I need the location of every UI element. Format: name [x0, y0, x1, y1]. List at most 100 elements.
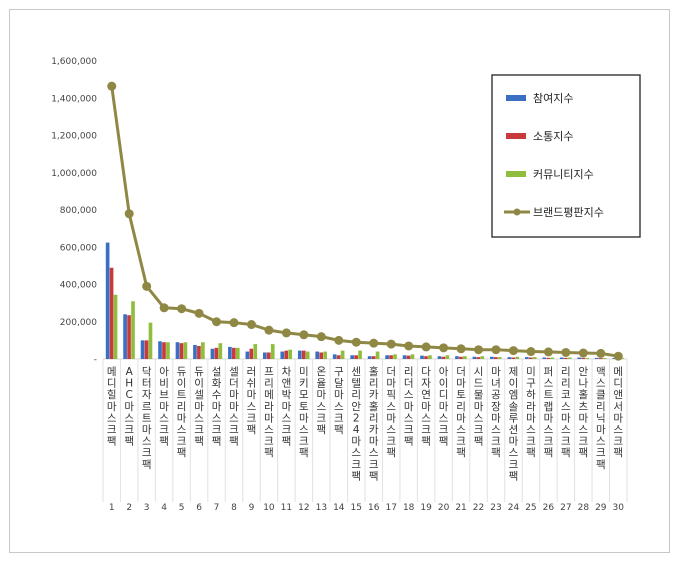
bar-participation: [175, 342, 180, 359]
bar-participation: [472, 356, 477, 359]
bar-community: [218, 343, 223, 359]
bar-communication: [232, 347, 236, 359]
bar-community: [358, 350, 362, 359]
brand-reputation-point: [264, 325, 274, 335]
brand-reputation-point: [194, 308, 204, 318]
rank-label: 4: [161, 503, 167, 513]
brand-reputation-point: [177, 304, 187, 314]
bar-participation: [490, 356, 494, 359]
brand-reputation-point: [281, 328, 291, 338]
bar-participation: [524, 357, 529, 359]
brand-reputation-point: [246, 320, 256, 330]
brand-reputation-point: [159, 303, 169, 313]
bar-participation: [402, 355, 407, 359]
rank-label: 14: [333, 503, 345, 513]
bar-participation: [385, 355, 389, 359]
rank-label: 15: [351, 503, 362, 513]
bar-participation: [245, 351, 250, 359]
rank-label: 11: [281, 503, 292, 513]
bar-community: [131, 301, 135, 359]
brand-reputation-point: [229, 318, 239, 328]
brand-reputation-point: [613, 351, 623, 361]
bar-community: [410, 354, 415, 359]
brand-reputation-point: [142, 281, 152, 291]
bar-community: [428, 355, 432, 359]
brand-reputation-point: [508, 346, 518, 356]
rank-label: 25: [525, 503, 536, 513]
bar-communication: [563, 357, 568, 359]
rank-label: 6: [196, 503, 202, 513]
bar-community: [567, 357, 572, 359]
bar-participation: [577, 357, 582, 359]
bar-participation: [262, 352, 267, 359]
bar-communication: [301, 350, 306, 359]
rank-label: 3: [144, 503, 150, 513]
bar-communication: [581, 357, 586, 359]
bar-participation: [210, 348, 215, 359]
brand-reputation-point: [386, 339, 396, 349]
bar-community: [375, 351, 380, 359]
bar-community: [288, 349, 293, 359]
rank-label: 16: [368, 503, 380, 513]
bar-participation: [105, 242, 110, 359]
bar-participation: [542, 357, 547, 359]
rank-label: 10: [263, 503, 275, 513]
bar-participation: [455, 356, 459, 359]
bar-community: [305, 351, 310, 359]
bar-communication: [197, 345, 201, 359]
rank-label: 27: [560, 503, 571, 513]
brand-reputation-point: [404, 341, 414, 351]
bar-community: [463, 356, 467, 359]
bar-community: [113, 294, 118, 359]
y-tick-label: 1,200,000: [51, 132, 97, 142]
bar-communication: [459, 356, 463, 359]
bar-community: [480, 356, 485, 359]
bar-community: [550, 357, 555, 359]
bar-community: [393, 354, 397, 359]
bar-communication: [109, 267, 114, 359]
bar-communication: [319, 352, 324, 359]
bar-community: [253, 344, 258, 359]
bar-community: [532, 357, 537, 359]
legend-label: 소통지수: [533, 130, 573, 143]
rank-label: 12: [298, 503, 309, 513]
bar-participation: [437, 356, 442, 359]
rank-label: 5: [179, 503, 185, 513]
legend-marker: [513, 208, 521, 216]
rank-label: 13: [316, 503, 327, 513]
bar-participation: [140, 340, 145, 359]
bar-participation: [350, 355, 354, 359]
bar-participation: [332, 354, 337, 359]
y-tick-label: 600,000: [60, 243, 97, 253]
bar-participation: [367, 356, 372, 359]
bar-participation: [559, 357, 564, 359]
rank-label: 26: [543, 503, 555, 513]
brand-reputation-point: [439, 343, 449, 353]
bar-communication: [389, 355, 393, 359]
brand-reputation-point: [526, 347, 536, 357]
brand-reputation-point: [491, 345, 501, 355]
bar-participation: [420, 355, 424, 359]
y-tick-label: 1,400,000: [51, 94, 97, 104]
brand-reputation-point: [543, 347, 553, 357]
rank-label: 9: [249, 503, 255, 513]
bar-communication: [249, 348, 254, 359]
bar-community: [235, 347, 240, 359]
bar-communication: [424, 356, 428, 359]
